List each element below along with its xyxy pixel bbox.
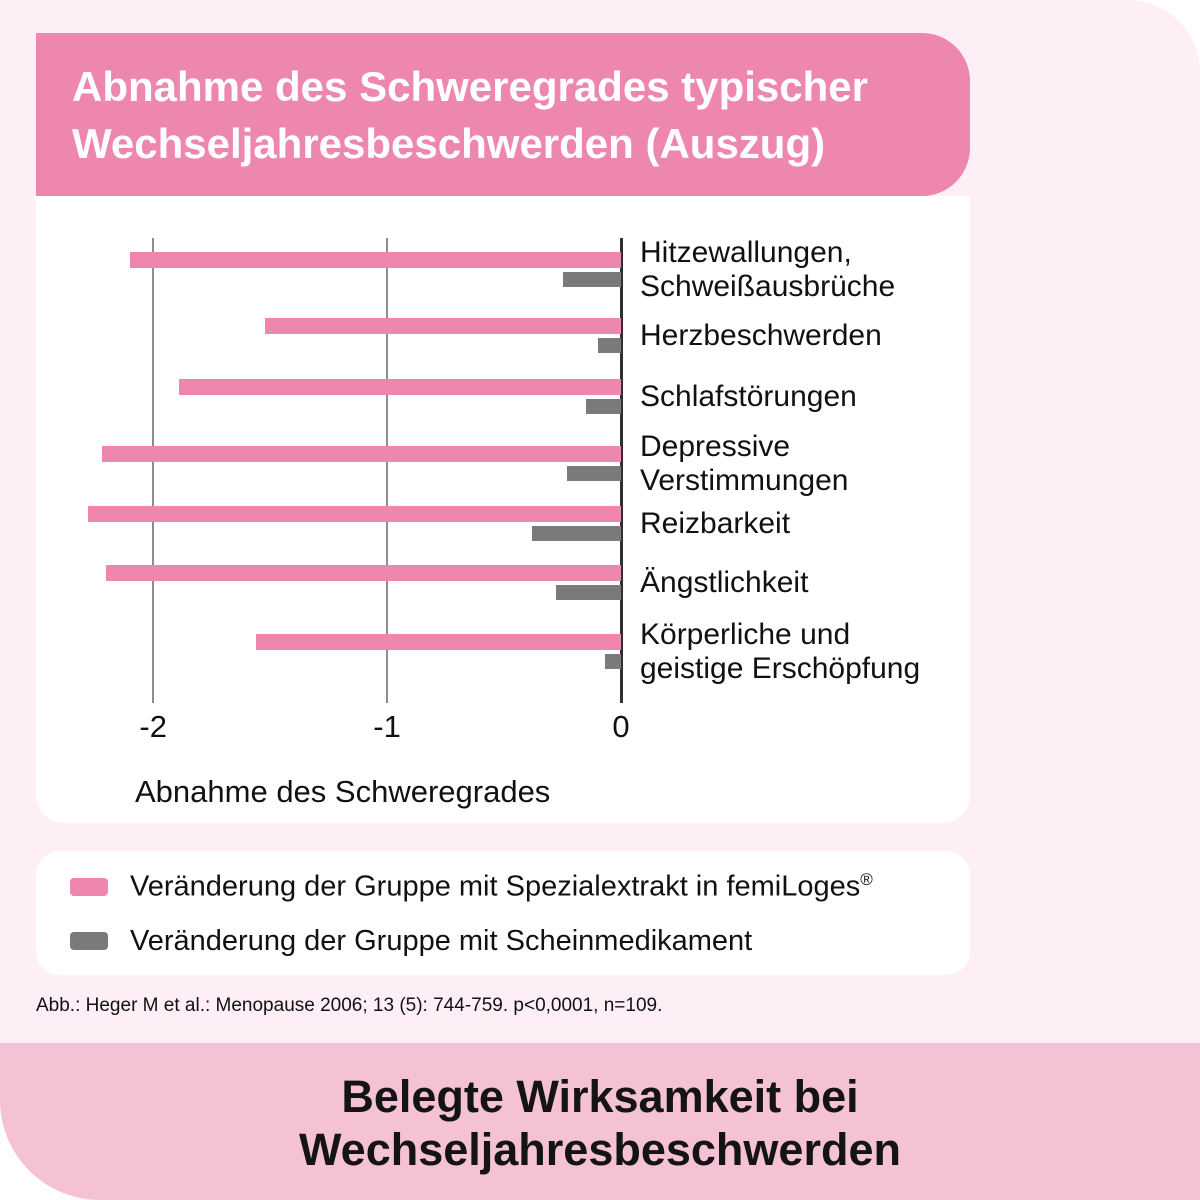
bar-placebo — [567, 466, 621, 481]
legend-item: Veränderung der Gruppe mit Scheinmedikam… — [70, 924, 753, 957]
bar-femiloges — [178, 379, 621, 395]
x-tick-label: 0 — [612, 709, 630, 744]
gridline — [152, 238, 155, 703]
chart-title-line2: Wechseljahresbeschwerden (Auszug) — [72, 120, 826, 167]
x-axis-label: Abnahme des Schweregrades — [135, 774, 551, 809]
category-label: Herzbeschwerden — [640, 318, 882, 352]
category-label: Reizbarkeit — [640, 506, 791, 540]
category-label: Ängstlichkeit — [640, 565, 809, 599]
bar-placebo — [585, 399, 621, 414]
claim-line1: Belegte Wirksamkeit bei — [341, 1071, 859, 1122]
gridline — [386, 238, 389, 703]
bar-femiloges — [101, 446, 621, 462]
claim-banner: Belegte Wirksamkeit bei Wechseljahresbes… — [0, 1043, 1200, 1200]
bar-femiloges — [87, 506, 621, 522]
x-tick-label: -1 — [373, 709, 401, 744]
bar-femiloges — [256, 634, 621, 650]
legend-label: Veränderung der Gruppe mit Spezialextrak… — [130, 870, 873, 903]
bar-femiloges — [106, 565, 621, 581]
bar-placebo — [597, 338, 621, 353]
legend-swatch — [70, 878, 108, 896]
legend-item: Veränderung der Gruppe mit Spezialextrak… — [70, 870, 873, 903]
bar-placebo — [532, 526, 621, 541]
bar-femiloges — [129, 252, 621, 268]
chart-title-banner: Abnahme des Schweregrades typischer Wech… — [36, 33, 970, 196]
bar-placebo — [604, 654, 621, 669]
x-tick-label: -2 — [139, 709, 167, 744]
legend-label: Veränderung der Gruppe mit Scheinmedikam… — [130, 924, 753, 957]
legend-swatch — [70, 932, 108, 950]
category-label: Hitzewallungen, Schweißausbrüche — [640, 235, 896, 303]
category-label: Schlafstörungen — [640, 379, 857, 413]
bar-placebo — [555, 585, 621, 600]
category-label: Körperliche und geistige Erschöpfung — [640, 617, 921, 685]
source-footnote: Abb.: Heger M et al.: Menopause 2006; 13… — [36, 995, 663, 1016]
chart-card: Abnahme des Schweregrades -2 -1 0 Hitzewall… — [36, 196, 970, 823]
bar-placebo — [562, 272, 621, 287]
claim-line2: Wechseljahresbeschwerden — [299, 1124, 901, 1175]
chart-title-line1: Abnahme des Schweregrades typischer — [72, 63, 868, 110]
legend-card: Veränderung der Gruppe mit Spezialextrak… — [36, 851, 970, 975]
plot-area: Abnahme des Schweregrades -2 -1 0 Hitzewall… — [36, 196, 970, 823]
bar-femiloges — [265, 318, 621, 334]
category-label: Depressive Verstimmungen — [640, 429, 849, 497]
zero-axis-line — [620, 238, 623, 703]
